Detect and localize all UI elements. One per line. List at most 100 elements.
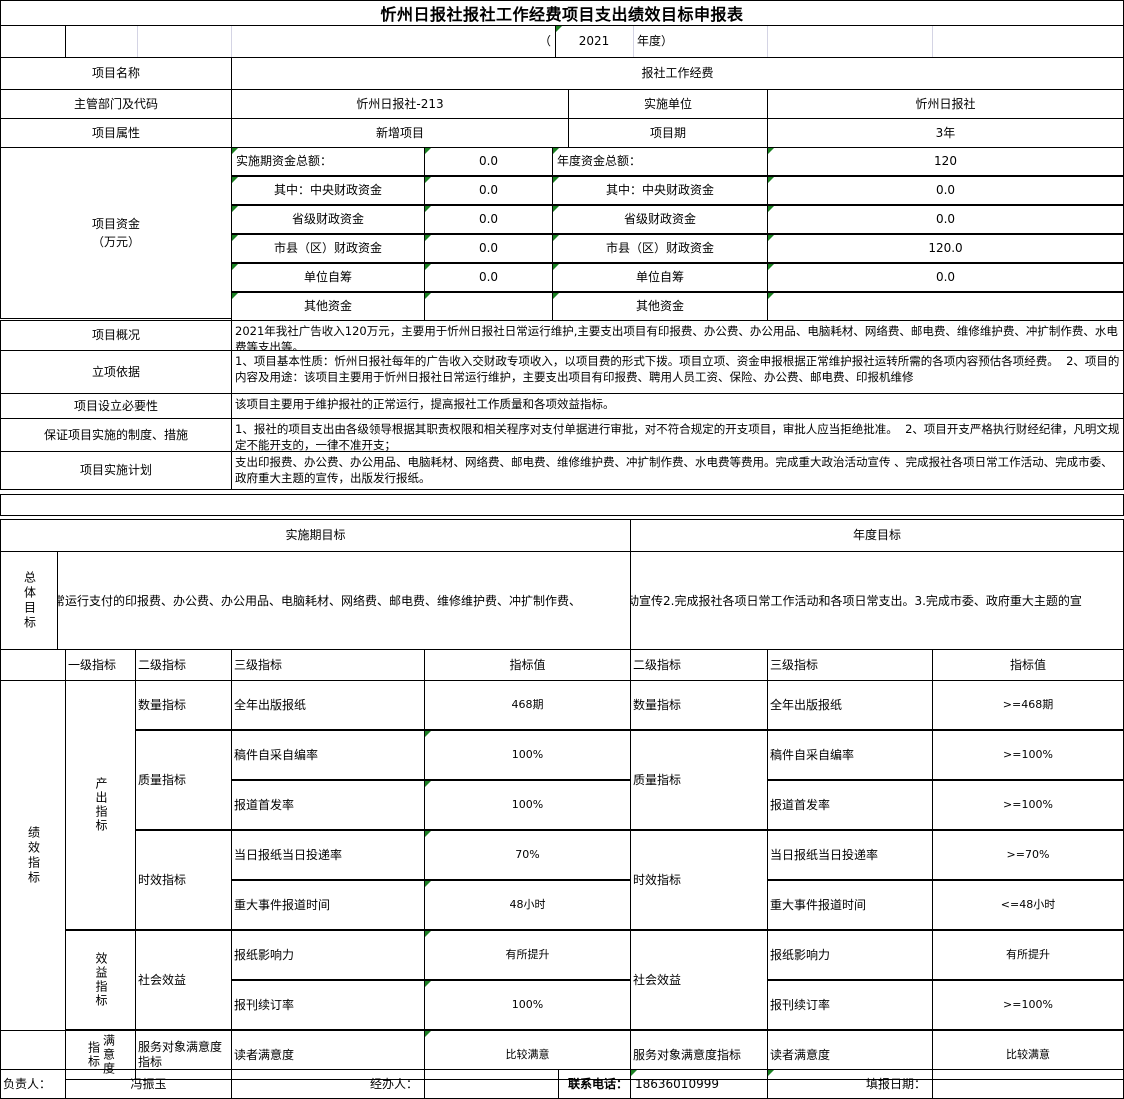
indicator-value-0-2-1[interactable]: 48小时 — [424, 880, 631, 930]
attr-label: 项目属性 — [0, 118, 232, 148]
spacer-row-2 — [0, 1030, 66, 1070]
goals-right-text: 动宣传2.完成报社各项日常工作活动和各项日常支出。3.完成市委、政府重大主题的宣 — [630, 594, 1082, 608]
indicator-value-1-0-1[interactable]: 100% — [424, 980, 631, 1030]
fund-left-label-1: 其中：中央财政资金 — [231, 176, 425, 205]
header-level2: 二级指标 — [135, 649, 232, 681]
indicator-value-right-0-0-0[interactable]: >=468期 — [932, 680, 1124, 730]
narrative-label-3: 保证项目实施的制度、措施 — [0, 418, 232, 452]
indicator-value-right-0-1-1[interactable]: >=100% — [932, 780, 1124, 830]
fund-right-label-4: 单位自筹 — [552, 263, 768, 292]
header-level3-right: 三级指标 — [767, 649, 933, 681]
year-row-cell-e — [932, 25, 1124, 58]
fund-right-value-4[interactable]: 0.0 — [767, 263, 1124, 292]
indicator-level3-right-0-2-0: 当日报纸当日投递率 — [767, 830, 933, 880]
fund-right-label-2: 省级财政资金 — [552, 205, 768, 234]
indicator-level3-right-0-0-0: 全年出版报纸 — [767, 680, 933, 730]
indicator-level2-right-0-0: 数量指标 — [630, 680, 768, 730]
header-value-right: 指标值 — [932, 649, 1124, 681]
dept-value: 忻州日报社-213 — [231, 89, 569, 119]
year-row-cell-c — [137, 25, 232, 58]
goals-side-label: 总体目标 — [0, 551, 58, 650]
year-value: 2021 — [555, 25, 634, 58]
fund-right-value-2[interactable]: 0.0 — [767, 205, 1124, 234]
indicator-value-right-0-1-0[interactable]: >=100% — [932, 730, 1124, 780]
fund-left-value-5[interactable] — [424, 292, 553, 321]
indicator-value-right-0-2-1[interactable]: <=48小时 — [932, 880, 1124, 930]
fund-left-label-2: 省级财政资金 — [231, 205, 425, 234]
header-value: 指标值 — [424, 649, 631, 681]
fund-left-label-4: 单位自筹 — [231, 263, 425, 292]
page-title: 忻州日报社报社工作经费项目支出绩效目标申报表 — [0, 0, 1124, 26]
indicator-value-0-0-0[interactable]: 468期 — [424, 680, 631, 730]
indicator-level2-right-1-0: 社会效益 — [630, 930, 768, 1030]
indicator-level3-0-0-0: 全年出版报纸 — [231, 680, 425, 730]
goals-left-text: 常运行支付的印报费、办公费、办公用品、电脑耗材、网络费、邮电费、维修维护费、冲扩… — [57, 594, 582, 608]
indicator-level2-1-0: 社会效益 — [135, 930, 232, 1030]
indicator-level3-1-0-0: 报纸影响力 — [231, 930, 425, 980]
year-open-paren: （ — [231, 25, 556, 58]
indicator-value-right-0-2-0[interactable]: >=70% — [932, 830, 1124, 880]
funds-side-label-text: 项目资金 （万元） — [91, 217, 140, 249]
phone-label: 联系电话： — [558, 1069, 631, 1099]
owner-value[interactable]: 冯振玉 — [65, 1069, 232, 1099]
indicator-level2-0-2: 时效指标 — [135, 830, 232, 930]
indicator-level3-1-0-1: 报刊续订率 — [231, 980, 425, 1030]
fund-right-label-3: 市县（区）财政资金 — [552, 234, 768, 263]
phone-value[interactable]: 18636010999 — [630, 1069, 768, 1099]
indicator-value-0-2-0[interactable]: 70% — [424, 830, 631, 880]
attr-value: 新增项目 — [231, 118, 569, 148]
indicator-level3-right-0-1-0: 稿件自采自编率 — [767, 730, 933, 780]
goals-right-cell: 动宣传2.完成报社各项日常工作活动和各项日常支出。3.完成市委、政府重大主题的宣 — [630, 551, 1124, 650]
narrative-label-0: 项目概况 — [0, 320, 232, 351]
fund-right-label-5: 其他资金 — [552, 292, 768, 321]
indicator-value-0-1-1[interactable]: 100% — [424, 780, 631, 830]
indicator-level3-right-0-2-1: 重大事件报道时间 — [767, 880, 933, 930]
indicator-value-0-1-0[interactable]: 100% — [424, 730, 631, 780]
dept-label: 主管部门及代码 — [0, 89, 232, 119]
fund-left-value-2[interactable]: 0.0 — [424, 205, 553, 234]
indicator-value-1-0-0[interactable]: 有所提升 — [424, 930, 631, 980]
fund-right-value-1[interactable]: 0.0 — [767, 176, 1124, 205]
fund-left-label-3: 市县（区）财政资金 — [231, 234, 425, 263]
header-level3: 三级指标 — [231, 649, 425, 681]
fund-right-value-5[interactable] — [767, 292, 1124, 321]
handler-value[interactable] — [424, 1069, 559, 1099]
indicator-level2-right-0-2: 时效指标 — [630, 830, 768, 930]
fund-left-value-1[interactable]: 0.0 — [424, 176, 553, 205]
indicator-level3-0-2-0: 当日报纸当日投递率 — [231, 830, 425, 880]
narrative-label-1: 立项依据 — [0, 350, 232, 394]
project-name-label: 项目名称 — [0, 57, 232, 90]
indicator-level3-right-1-0-0: 报纸影响力 — [767, 930, 933, 980]
indicator-level1-0: 产出指标 — [65, 680, 136, 930]
spacer-row-1 — [0, 494, 1124, 516]
fund-left-value-0[interactable]: 0.0 — [424, 147, 553, 176]
fund-right-value-0[interactable]: 120 — [767, 147, 1124, 176]
narrative-text-4: 支出印报费、办公费、办公用品、电脑耗材、网络费、邮电费、维修维护费、冲扩制作费、… — [231, 451, 1124, 490]
narrative-text-1: 1、项目基本性质：忻州日报社每年的广告收入交财政专项收入，以项目费的形式下拨。项… — [231, 350, 1124, 394]
year-row-cell-d — [767, 25, 933, 58]
indicator-level1-1: 效益指标 — [65, 930, 136, 1030]
indicator-level3-0-1-1: 报道首发率 — [231, 780, 425, 830]
header-level1: 一级指标 — [65, 649, 136, 681]
fund-right-label-1: 其中：中央财政资金 — [552, 176, 768, 205]
indicator-value-right-1-0-1[interactable]: >=100% — [932, 980, 1124, 1030]
fund-left-label-0: 实施期资金总额： — [231, 147, 425, 176]
indicator-value-right-1-0-0[interactable]: 有所提升 — [932, 930, 1124, 980]
goals-header-left: 实施期目标 — [0, 519, 631, 552]
handler-label: 经办人： — [231, 1069, 425, 1099]
fund-left-value-4[interactable]: 0.0 — [424, 263, 553, 292]
indicator-level3-0-2-1: 重大事件报道时间 — [231, 880, 425, 930]
indicator-level3-0-1-0: 稿件自采自编率 — [231, 730, 425, 780]
date-value[interactable] — [932, 1069, 1124, 1099]
narrative-text-2: 该项目主要用于维护报社的正常运行，提高报社工作质量和各项效益指标。 — [231, 393, 1124, 419]
fund-right-value-3[interactable]: 120.0 — [767, 234, 1124, 263]
fund-left-value-3[interactable]: 0.0 — [424, 234, 553, 263]
narrative-label-2: 项目设立必要性 — [0, 393, 232, 419]
narrative-text-3: 1、报社的项目支出由各级领导根据其职责权限和相关程序对支付单据进行审批，对不符合… — [231, 418, 1124, 452]
funds-side-label: 项目资金 （万元） — [0, 147, 232, 319]
indicator-level2-0-1: 质量指标 — [135, 730, 232, 830]
year-close-label: 年度） — [633, 25, 768, 58]
fund-left-label-5: 其他资金 — [231, 292, 425, 321]
indicator-level3-right-1-0-1: 报刊续订率 — [767, 980, 933, 1030]
